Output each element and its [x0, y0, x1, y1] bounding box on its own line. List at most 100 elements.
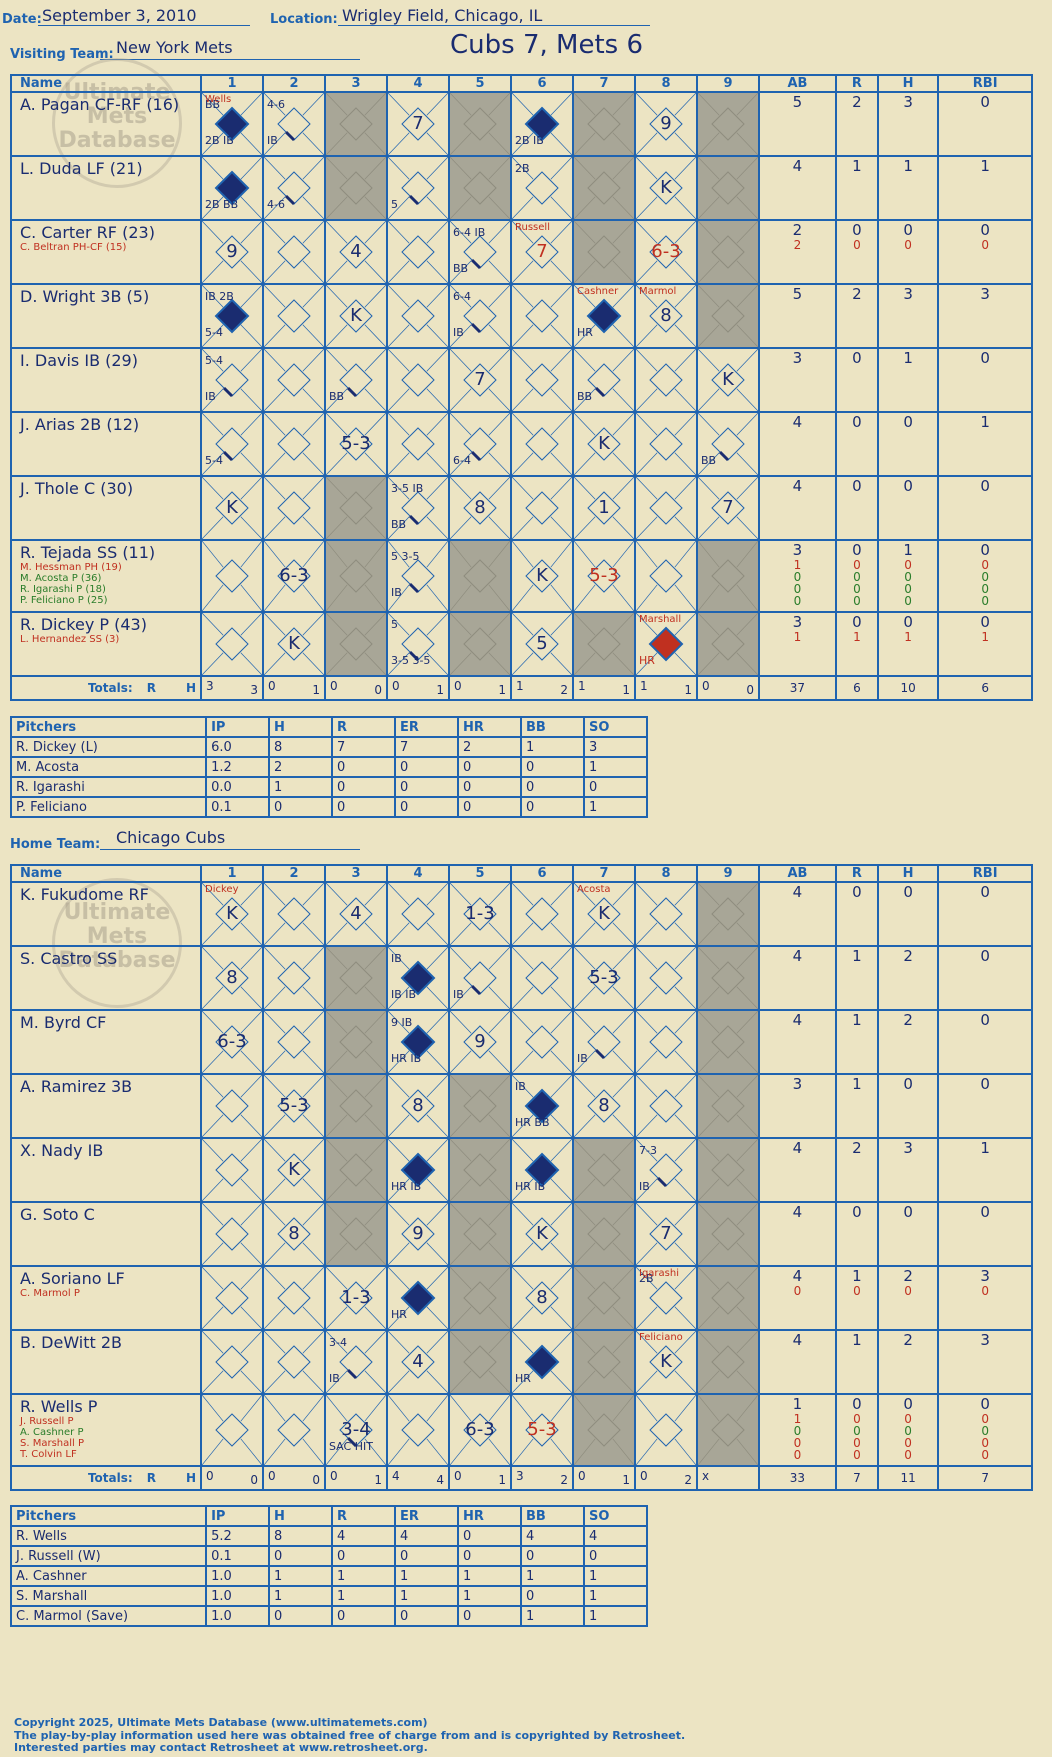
cell-guide-line: [202, 1370, 224, 1393]
cell-guide-line: [674, 1011, 696, 1034]
batting-stat-h: 2: [876, 1009, 940, 1075]
base-diamond: [339, 491, 373, 525]
cell-guide-line: [426, 157, 448, 180]
base-diamond: [463, 1281, 497, 1315]
cell-guide-line: [512, 93, 534, 116]
at-bat-cell: [324, 1009, 388, 1075]
cell-guide-line: [550, 1114, 572, 1137]
diamond-graphic: [636, 93, 696, 155]
base-diamond: [339, 559, 373, 593]
at-bat-cell: [572, 611, 636, 677]
base-path-mark: [594, 386, 606, 398]
cell-guide-line: [550, 1050, 572, 1073]
base-diamond: [525, 1025, 559, 1059]
stat-value: 1: [852, 157, 862, 175]
diamond-graphic: [202, 93, 262, 155]
cell-guide-line: [388, 452, 410, 475]
at-bat-cell: 7: [634, 1201, 698, 1267]
base-diamond: [277, 1153, 311, 1187]
substitute-name: C. Beltran PH-CF (15): [20, 242, 127, 253]
base-diamond: [215, 897, 249, 931]
diamond-graphic: [202, 883, 262, 945]
cell-guide-line: [302, 613, 324, 636]
play-result: 1: [598, 497, 610, 518]
stat-value: 4: [792, 157, 803, 175]
diamond-graphic: [450, 1075, 510, 1137]
team-total-stat: 33: [758, 1465, 837, 1491]
base-diamond: [649, 235, 683, 269]
cell-guide-line: [512, 1114, 534, 1137]
base-diamond: [401, 1217, 435, 1251]
player-name: M. Byrd CF: [20, 1013, 107, 1032]
base-diamond: [277, 1025, 311, 1059]
base-path-mark: [408, 650, 420, 662]
base-diamond: [525, 363, 559, 397]
base-path-mark: [346, 1436, 358, 1448]
diamond-graphic: [264, 413, 324, 475]
cell-guide-line: [388, 516, 410, 539]
cell-guide-line: [302, 1050, 324, 1073]
col-header-inning-1: 1: [200, 864, 264, 883]
player-row: M. Byrd CF 6-3 9 IB HR IB 9 IB 4 1 2 0: [10, 1009, 1033, 1075]
cell-guide-line: [264, 388, 286, 411]
cell-guide-line: [736, 922, 758, 945]
cell-guide-line: [302, 1203, 324, 1226]
pitching-stat: 1: [519, 736, 585, 758]
base-diamond: [649, 107, 683, 141]
pitching-stat: 0.1: [205, 1545, 271, 1567]
totals-label: Totals:: [87, 681, 133, 695]
batting-stat-rbi: 1: [937, 1137, 1033, 1203]
stat-value: 0: [980, 613, 990, 631]
pitching-stat: 0.0: [205, 776, 271, 798]
cell-guide-line: [364, 516, 386, 539]
cell-guide-line: [736, 93, 758, 116]
cell-guide-line: [736, 1395, 758, 1422]
run-scored-diamond: [400, 960, 436, 996]
at-bat-cell: IB: [572, 1009, 636, 1075]
base-diamond: [649, 171, 683, 205]
cell-guide-line: [636, 452, 658, 475]
cell-guide-line: [550, 922, 572, 945]
pitching-stat: 1.0: [205, 1585, 271, 1607]
cell-guide-line: [388, 613, 410, 636]
cell-guide-line: [264, 93, 286, 116]
cell-guide-line: [636, 196, 658, 219]
stat-value: 0: [852, 1203, 862, 1221]
batting-stat-rbi: 1: [937, 155, 1033, 221]
cell-guide-line: [364, 349, 386, 372]
cell-guide-line: [302, 388, 324, 411]
pitching-col-header: ER: [394, 1505, 459, 1527]
player-row: J. Thole C (30) K 3-5 IB BB 8 1 7 4 0 0 0: [10, 475, 1033, 541]
cell-guide-line: [512, 1395, 534, 1422]
diamond-graphic: [512, 1395, 572, 1465]
pitching-stat: 1: [268, 1565, 334, 1587]
pitcher-change-note: Acosta: [577, 884, 611, 895]
cell-guide-line: [426, 1438, 448, 1465]
col-header-inning-6: 6: [510, 74, 574, 93]
game-location: Wrigley Field, Chicago, IL: [342, 6, 543, 25]
pitching-stat: 1: [268, 1585, 334, 1607]
diamond-graphic: [388, 1267, 448, 1329]
pitching-stat: 0: [394, 796, 459, 818]
batting-stat-r: 2: [834, 283, 879, 349]
cell-guide-line: [636, 324, 658, 347]
cell-guide-line: [612, 1114, 634, 1137]
cell-guide-line: [326, 221, 348, 244]
cell-guide-line: [264, 1203, 286, 1226]
player-name: X. Nady IB: [20, 1141, 104, 1160]
cell-guide-line: [550, 349, 572, 372]
pitching-stat: 0: [519, 1545, 585, 1567]
play-note-top: 5 3-5: [391, 550, 420, 563]
cell-guide-line: [636, 221, 658, 244]
cell-guide-line: [574, 452, 596, 475]
cell-guide-line: [698, 324, 720, 347]
diamond-graphic: [388, 413, 448, 475]
cell-guide-line: [240, 196, 262, 219]
stat-value: 1: [852, 947, 862, 965]
play-note-bottom: HR: [391, 1308, 407, 1321]
diamond-graphic: [202, 947, 262, 1009]
sub-stat-value: 1: [904, 630, 912, 644]
cell-guide-line: [364, 452, 386, 475]
inning-hits: 1: [498, 1473, 506, 1487]
pitching-stat: 1: [582, 1605, 649, 1627]
